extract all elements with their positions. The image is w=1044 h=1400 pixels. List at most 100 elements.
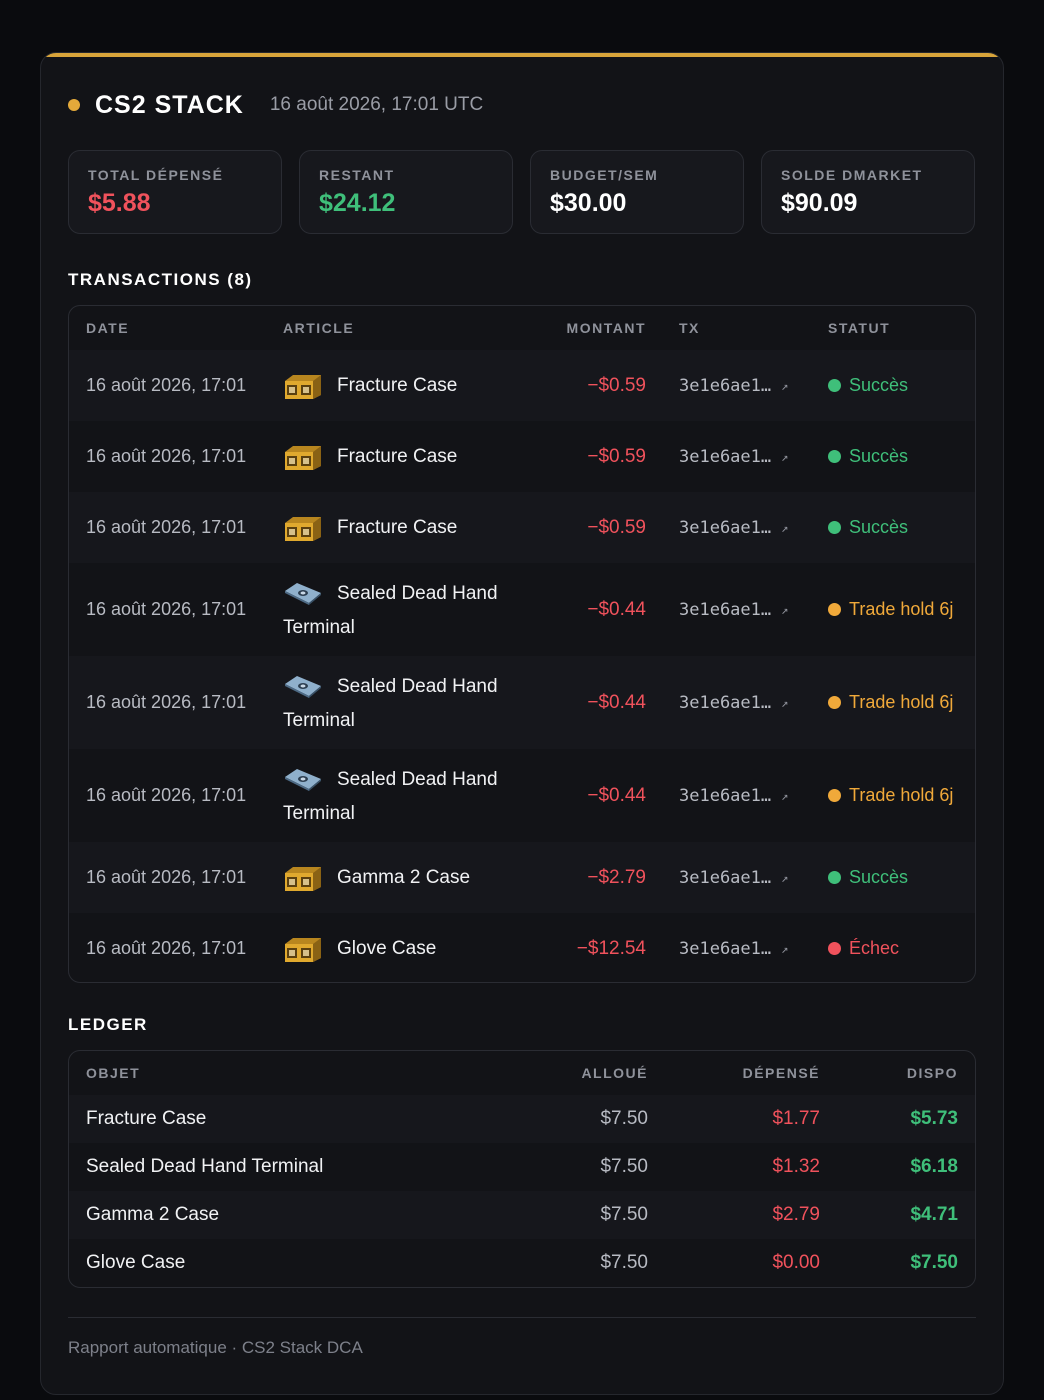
transactions-table: DATE ARTICLE MONTANT TX STATUT 16 août 2… <box>68 305 976 983</box>
ledger-table: OBJET ALLOUÉ DÉPENSÉ DISPO Fracture Case… <box>68 1050 976 1288</box>
table-row: 16 août 2026, 17:01 Fracture Case −$0.59 3e… <box>69 350 975 421</box>
article-name: Fracture Case <box>337 374 458 396</box>
tx-hash: 3e1e6ae1… <box>679 692 772 713</box>
row-article: Sealed Dead Hand Terminal <box>283 767 498 825</box>
status-dot-icon <box>828 603 841 616</box>
ledger-spent: $1.32 <box>772 1156 820 1177</box>
tx-link[interactable]: 3e1e6ae1… ↗ <box>679 600 788 620</box>
row-amount: −$0.59 <box>587 516 646 538</box>
status-text: Trade hold 6j <box>849 692 954 712</box>
row-amount: −$0.44 <box>587 598 646 620</box>
col-allocated: ALLOUÉ <box>581 1065 648 1081</box>
stats-row: TOTAL DÉPENSÉ $5.88 RESTANT $24.12 BUDGE… <box>68 150 976 234</box>
ledger-row: Glove Case $7.50 $0.00 $7.50 <box>69 1239 975 1287</box>
row-article: Sealed Dead Hand Terminal <box>283 581 498 639</box>
transactions-header: DATE ARTICLE MONTANT TX STATUT <box>69 306 975 350</box>
tx-link[interactable]: 3e1e6ae1… ↗ <box>679 693 788 713</box>
external-link-icon: ↗ <box>781 788 789 803</box>
tx-hash: 3e1e6ae1… <box>679 517 772 538</box>
stat-weekly-budget: BUDGET/SEM $30.00 <box>530 150 744 234</box>
status-dot-icon <box>828 696 841 709</box>
article-name: Fracture Case <box>337 445 458 467</box>
article-name: Fracture Case <box>337 516 458 538</box>
external-link-icon: ↗ <box>781 602 789 617</box>
row-amount: −$0.59 <box>587 445 646 467</box>
tx-link[interactable]: 3e1e6ae1… ↗ <box>679 786 788 806</box>
table-row: 16 août 2026, 17:01 Sealed Dead Hand Termi… <box>69 749 975 842</box>
row-amount: −$2.79 <box>587 866 646 888</box>
ledger-available: $7.50 <box>910 1252 958 1273</box>
row-date: 16 août 2026, 17:01 <box>86 692 247 712</box>
article-name: Sealed Dead Hand <box>337 582 498 604</box>
article-name-cont: Terminal <box>283 616 355 638</box>
tx-link[interactable]: 3e1e6ae1… ↗ <box>679 868 788 888</box>
col-tx: TX <box>679 320 700 336</box>
row-article: Gamma 2 Case <box>283 863 470 893</box>
ledger-spent: $2.79 <box>772 1204 820 1225</box>
case-icon <box>285 937 321 962</box>
status-text: Trade hold 6j <box>849 785 954 805</box>
report-card: CS2 STACK 16 août 2026, 17:01 UTC TOTAL … <box>40 52 1004 1395</box>
col-spent: DÉPENSÉ <box>742 1065 820 1081</box>
article-name: Gamma 2 Case <box>337 866 471 888</box>
stat-label: SOLDE DMARKET <box>781 167 923 183</box>
status-text: Succès <box>849 517 909 537</box>
status-dot-icon <box>828 789 841 802</box>
ledger-available: $6.18 <box>910 1156 958 1177</box>
row-article: Sealed Dead Hand Terminal <box>283 674 498 732</box>
row-date: 16 août 2026, 17:01 <box>86 867 247 887</box>
page-title: CS2 STACK <box>95 90 244 119</box>
article-name-cont: Terminal <box>283 802 355 824</box>
ledger-header: OBJET ALLOUÉ DÉPENSÉ DISPO <box>69 1051 975 1095</box>
status-text: Succès <box>849 375 909 395</box>
status-dot-icon <box>828 521 841 534</box>
row-date: 16 août 2026, 17:01 <box>86 599 247 619</box>
ledger-allocated: $7.50 <box>600 1252 648 1273</box>
tx-link[interactable]: 3e1e6ae1… ↗ <box>679 376 788 396</box>
tx-hash: 3e1e6ae1… <box>679 867 772 888</box>
external-link-icon: ↗ <box>781 520 789 535</box>
status-badge: Trade hold 6j <box>828 692 953 713</box>
ledger-object: Fracture Case <box>86 1108 207 1129</box>
stat-remaining: RESTANT $24.12 <box>299 150 513 234</box>
stat-value: $24.12 <box>319 189 396 217</box>
ledger-row: Sealed Dead Hand Terminal $7.50 $1.32 $6.18 <box>69 1143 975 1191</box>
tx-link[interactable]: 3e1e6ae1… ↗ <box>679 447 788 467</box>
status-dot-icon <box>828 450 841 463</box>
tx-link[interactable]: 3e1e6ae1… ↗ <box>679 518 788 538</box>
table-row: 16 août 2026, 17:01 Fracture Case −$0.59 3e… <box>69 421 975 492</box>
case-icon <box>285 516 321 541</box>
tx-link[interactable]: 3e1e6ae1… ↗ <box>679 939 788 959</box>
ledger-spent: $0.00 <box>772 1252 820 1273</box>
row-date: 16 août 2026, 17:01 <box>86 375 247 395</box>
status-dot-icon <box>828 942 841 955</box>
status-text: Succès <box>849 446 909 466</box>
article-name: Sealed Dead Hand <box>337 675 498 697</box>
case-icon <box>285 445 321 470</box>
tx-hash: 3e1e6ae1… <box>679 938 772 959</box>
case-icon <box>285 866 321 891</box>
transactions-body: 16 août 2026, 17:01 Fracture Case −$0.59 3e… <box>69 350 975 982</box>
status-dot-icon <box>828 379 841 392</box>
status-badge: Succès <box>828 375 908 396</box>
stat-label: BUDGET/SEM <box>550 167 659 183</box>
row-amount: −$0.44 <box>587 691 646 713</box>
row-article: Glove Case <box>283 934 436 964</box>
status-badge: Succès <box>828 867 908 888</box>
ledger-spent: $1.77 <box>772 1108 820 1129</box>
terminal-icon <box>285 768 321 791</box>
external-link-icon: ↗ <box>781 870 789 885</box>
table-row: 16 août 2026, 17:01 Sealed Dead Hand Termi… <box>69 563 975 656</box>
status-text: Échec <box>849 938 900 958</box>
row-date: 16 août 2026, 17:01 <box>86 938 247 958</box>
case-icon <box>285 374 321 399</box>
ledger-available: $4.71 <box>910 1204 958 1225</box>
stat-value: $5.88 <box>88 189 151 217</box>
stat-label: TOTAL DÉPENSÉ <box>88 167 224 183</box>
tx-hash: 3e1e6ae1… <box>679 375 772 396</box>
external-link-icon: ↗ <box>781 378 789 393</box>
col-status: STATUT <box>828 320 891 336</box>
status-badge: Succès <box>828 517 908 538</box>
stat-dmarket-balance: SOLDE DMARKET $90.09 <box>761 150 975 234</box>
report-date: 16 août 2026, 17:01 UTC <box>269 94 484 115</box>
